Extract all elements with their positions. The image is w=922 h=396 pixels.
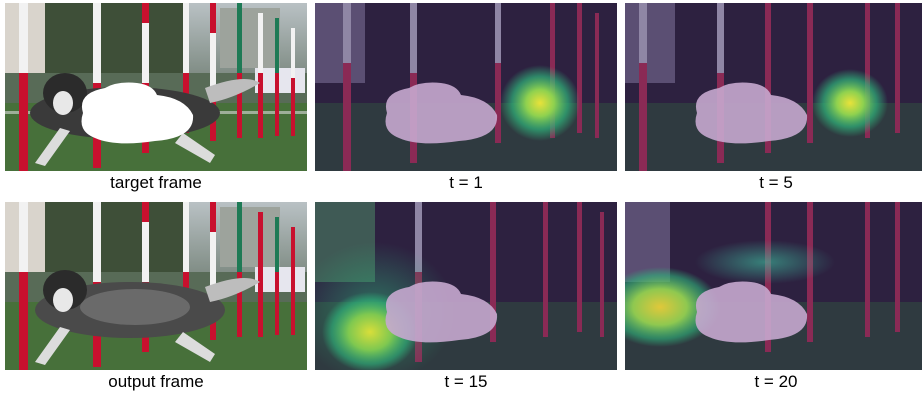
- caption-output-frame: output frame: [108, 372, 204, 391]
- attention-map-t1: [315, 3, 617, 171]
- panel-target-frame: target frame: [5, 3, 307, 194]
- agility-poles: [19, 3, 295, 171]
- panel-t20: t = 20: [625, 202, 922, 393]
- attention-map-t5: [625, 3, 922, 171]
- lavender-mask: [385, 82, 498, 144]
- caption-target-frame: target frame: [110, 173, 202, 192]
- panel-t15: t = 15: [315, 202, 617, 393]
- panel-t5: t = 5: [625, 3, 922, 194]
- output-frame-image: [5, 202, 307, 370]
- attention-map-t20: [625, 202, 922, 370]
- target-frame-image: [5, 3, 307, 171]
- panel-t1: t = 1: [315, 3, 617, 194]
- caption-t1: t = 1: [449, 173, 483, 192]
- panel-output-frame: output frame: [5, 202, 307, 393]
- dog-inpainted: [35, 270, 260, 365]
- caption-t15: t = 15: [444, 372, 488, 391]
- caption-t20: t = 20: [754, 372, 798, 391]
- caption-t5: t = 5: [759, 173, 793, 192]
- attention-map-t15: [315, 202, 617, 370]
- white-mask: [81, 82, 194, 144]
